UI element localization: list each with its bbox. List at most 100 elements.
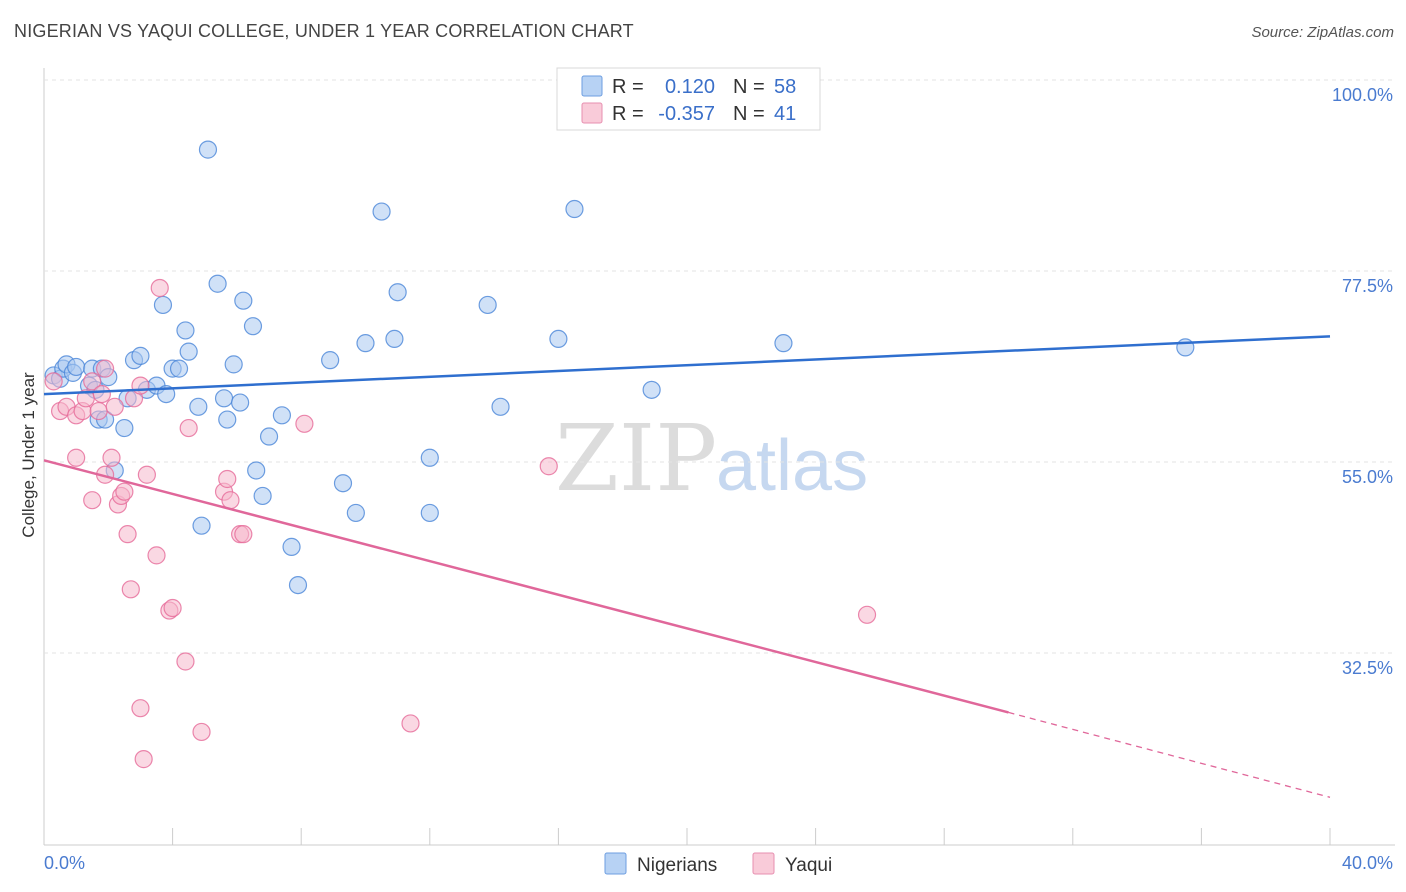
bottom-legend-label-nigerians: Nigerians bbox=[637, 855, 717, 876]
nigerian-point-32 bbox=[224, 355, 243, 374]
yaqui-point-17 bbox=[115, 482, 134, 501]
nigerian-point-50 bbox=[420, 503, 439, 523]
watermark: ZIP atlas bbox=[555, 405, 868, 512]
yaqui-point-21 bbox=[131, 376, 150, 395]
series-yaqui bbox=[44, 278, 877, 769]
yaqui-point-6 bbox=[83, 372, 102, 391]
yaqui-point-40 bbox=[857, 605, 877, 624]
legend-n-label-2: N = bbox=[733, 103, 765, 125]
nigerian-point-30 bbox=[214, 389, 234, 408]
watermark-zip: ZIP bbox=[555, 405, 717, 512]
nigerian-point-40 bbox=[282, 537, 301, 556]
legend-n-label-1: N = bbox=[733, 76, 765, 98]
nigerian-point-25 bbox=[179, 342, 198, 361]
yaqui-point-37 bbox=[295, 414, 314, 433]
yaqui-point-7 bbox=[89, 401, 108, 421]
series-nigerians bbox=[44, 140, 1195, 595]
yaqui-point-29 bbox=[131, 699, 150, 718]
yaqui-point-33 bbox=[218, 469, 237, 489]
chart-title: NIGERIAN VS YAQUI COLLEGE, UNDER 1 YEAR … bbox=[14, 21, 634, 41]
nigerian-point-49 bbox=[420, 448, 439, 467]
nigerian-point-51 bbox=[478, 295, 497, 315]
yaqui-point-10 bbox=[67, 448, 86, 467]
nigerian-point-42 bbox=[321, 351, 340, 370]
nigerian-point-31 bbox=[218, 410, 237, 429]
yaqui-point-23 bbox=[147, 546, 166, 565]
yaqui-point-8 bbox=[92, 384, 111, 404]
nigerian-point-27 bbox=[192, 516, 211, 535]
correlation-legend: R = 0.120 N = 58 R = -0.357 N = 41 bbox=[556, 67, 821, 131]
yaqui-point-24 bbox=[150, 278, 169, 298]
x-tick-label-max: 40.0% bbox=[1342, 853, 1393, 873]
yaqui-point-39 bbox=[539, 457, 558, 476]
y-tick-label-0: 32.5% bbox=[1342, 658, 1393, 678]
x-tick-label-min: 0.0% bbox=[44, 853, 85, 873]
nigerian-point-53 bbox=[549, 329, 568, 349]
yaqui-point-22 bbox=[137, 465, 156, 484]
y-tick-labels: 32.5% 55.0% 77.5% 100.0% bbox=[1332, 85, 1393, 678]
nigerian-point-26 bbox=[189, 397, 208, 416]
nigerian-point-45 bbox=[356, 334, 375, 353]
yaqui-point-31 bbox=[192, 722, 211, 742]
bottom-legend-label-yaqui: Yaqui bbox=[785, 855, 832, 876]
yaqui-point-36 bbox=[234, 525, 253, 544]
yaqui-trendline-extension bbox=[1008, 711, 1331, 798]
legend-swatch-yaqui bbox=[581, 102, 603, 124]
nigerian-point-36 bbox=[247, 461, 266, 480]
nigerian-point-54 bbox=[565, 199, 584, 219]
nigerian-point-47 bbox=[385, 329, 404, 349]
nigerian-point-39 bbox=[272, 406, 292, 425]
legend-r-label-1: R = bbox=[612, 76, 644, 98]
nigerian-point-21 bbox=[153, 295, 173, 315]
yaqui-point-26 bbox=[163, 598, 182, 618]
nigerian-point-14 bbox=[115, 418, 134, 438]
nigerian-point-24 bbox=[176, 321, 195, 340]
nigerian-point-35 bbox=[243, 317, 263, 336]
legend-n-value-2: 41 bbox=[774, 103, 796, 125]
yaqui-point-14 bbox=[105, 397, 124, 416]
y-tick-label-1: 55.0% bbox=[1342, 467, 1393, 487]
nigerians-trendline bbox=[43, 335, 1331, 396]
y-tick-label-2: 77.5% bbox=[1342, 276, 1393, 296]
nigerian-point-5 bbox=[67, 357, 86, 377]
yaqui-trendline bbox=[43, 459, 1009, 714]
yaqui-point-13 bbox=[102, 448, 121, 467]
series-legend: Nigerians Yaqui bbox=[604, 852, 832, 876]
nigerian-point-38 bbox=[259, 427, 279, 446]
chart-source: Source: ZipAtlas.com bbox=[1251, 24, 1394, 41]
nigerian-point-56 bbox=[774, 334, 793, 353]
nigerian-point-33 bbox=[231, 393, 250, 412]
yaqui-point-11 bbox=[83, 491, 102, 510]
nigerian-point-29 bbox=[208, 274, 227, 293]
gridlines bbox=[44, 79, 1395, 654]
yaqui-point-38 bbox=[401, 714, 420, 733]
trendlines bbox=[43, 335, 1331, 798]
y-axis-label: College, Under 1 year bbox=[19, 372, 38, 538]
yaqui-point-9 bbox=[95, 359, 115, 378]
y-tick-label-3: 100.0% bbox=[1332, 85, 1393, 105]
bottom-legend-swatch-nigerians bbox=[604, 852, 627, 875]
yaqui-point-34 bbox=[221, 491, 240, 510]
nigerian-point-55 bbox=[642, 380, 661, 399]
nigerian-point-52 bbox=[491, 397, 510, 416]
yaqui-point-18 bbox=[118, 525, 137, 544]
nigerian-point-17 bbox=[131, 346, 150, 365]
nigerian-point-23 bbox=[169, 359, 189, 378]
legend-n-value-1: 58 bbox=[774, 76, 796, 98]
nigerian-point-28 bbox=[198, 140, 218, 159]
legend-r-value-2: -0.357 bbox=[658, 103, 715, 125]
yaqui-point-0 bbox=[44, 372, 63, 391]
nigerian-point-48 bbox=[388, 283, 407, 302]
yaqui-point-28 bbox=[179, 418, 198, 438]
legend-r-value-1: 0.120 bbox=[665, 76, 715, 98]
bottom-legend-swatch-yaqui bbox=[752, 852, 775, 875]
nigerian-point-46 bbox=[372, 202, 391, 221]
nigerian-point-43 bbox=[333, 474, 353, 493]
nigerian-point-41 bbox=[288, 575, 308, 595]
nigerian-point-37 bbox=[253, 486, 272, 506]
yaqui-point-30 bbox=[134, 750, 153, 769]
watermark-atlas: atlas bbox=[716, 426, 868, 506]
legend-r-label-2: R = bbox=[612, 103, 644, 125]
legend-swatch-nigerians bbox=[581, 75, 603, 97]
